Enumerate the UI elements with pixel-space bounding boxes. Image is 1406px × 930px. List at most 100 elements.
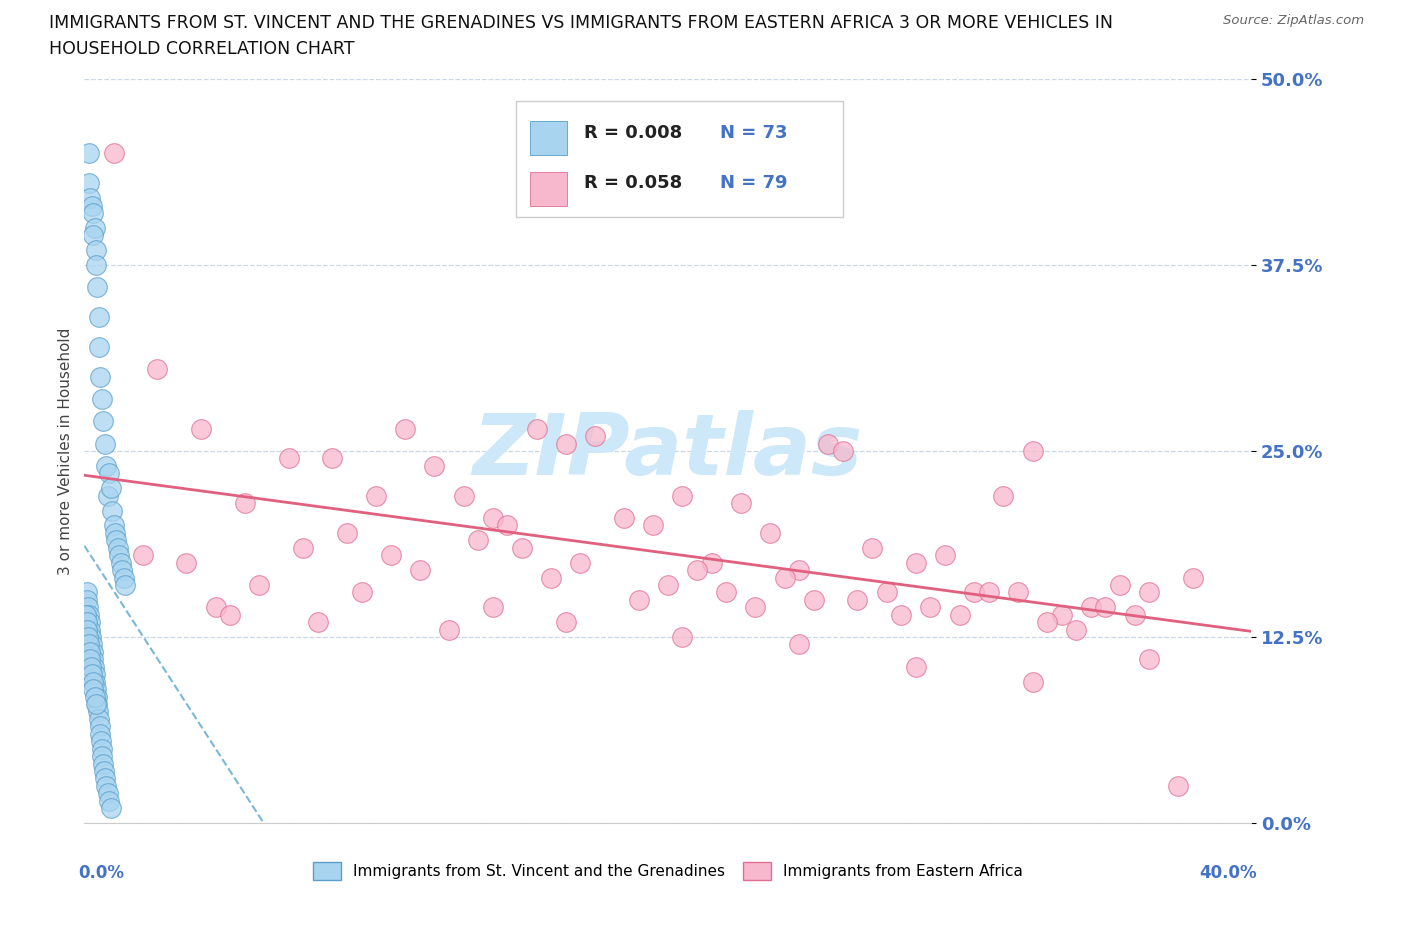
Point <box>86 689 108 704</box>
Text: 0.0%: 0.0% <box>79 864 125 882</box>
Point <box>204 600 226 615</box>
Point <box>613 511 636 525</box>
FancyBboxPatch shape <box>530 172 568 206</box>
Y-axis label: 3 or more Vehicles in Household: 3 or more Vehicles in Household <box>58 327 73 575</box>
Point <box>700 555 723 570</box>
Point <box>773 570 796 585</box>
Point <box>96 458 118 473</box>
Point <box>84 697 107 711</box>
Point <box>76 592 98 607</box>
Point <box>336 525 359 540</box>
Point <box>554 615 576 630</box>
Point <box>1109 578 1132 592</box>
Point <box>583 429 606 444</box>
Point <box>79 615 101 630</box>
Point <box>83 220 105 235</box>
Point <box>860 540 883 555</box>
Point <box>233 496 256 511</box>
Point <box>97 786 120 801</box>
Point <box>114 578 136 592</box>
Point <box>82 206 104 220</box>
Point <box>627 592 650 607</box>
Point <box>80 630 103 644</box>
Point <box>84 258 107 272</box>
Point <box>249 578 271 592</box>
Point <box>716 585 738 600</box>
Point <box>453 488 475 503</box>
Text: IMMIGRANTS FROM ST. VINCENT AND THE GRENADINES VS IMMIGRANTS FROM EASTERN AFRICA: IMMIGRANTS FROM ST. VINCENT AND THE GREN… <box>49 14 1114 32</box>
Text: HOUSEHOLD CORRELATION CHART: HOUSEHOLD CORRELATION CHART <box>49 40 354 58</box>
Point <box>79 652 101 667</box>
Point <box>643 518 665 533</box>
Point <box>100 801 122 816</box>
Point <box>1050 607 1073 622</box>
Point <box>510 540 533 555</box>
FancyBboxPatch shape <box>530 122 568 155</box>
Point <box>657 578 679 592</box>
Point <box>76 615 98 630</box>
Text: 40.0%: 40.0% <box>1199 864 1257 882</box>
Point <box>1021 444 1043 458</box>
Point <box>87 704 110 719</box>
Point <box>79 622 101 637</box>
Point <box>934 548 956 563</box>
Point <box>80 667 103 682</box>
Point <box>77 146 100 161</box>
Point <box>876 585 898 600</box>
Point <box>963 585 986 600</box>
Point <box>307 615 329 630</box>
FancyBboxPatch shape <box>516 101 844 217</box>
Point <box>112 570 135 585</box>
Point <box>190 421 212 436</box>
Point <box>949 607 972 622</box>
Point <box>84 243 107 258</box>
Point <box>90 741 112 756</box>
Point <box>394 421 416 436</box>
Point <box>671 630 693 644</box>
Point <box>89 369 111 384</box>
Legend: Immigrants from St. Vincent and the Grenadines, Immigrants from Eastern Africa: Immigrants from St. Vincent and the Gren… <box>307 857 1029 886</box>
Point <box>94 771 117 786</box>
Point <box>977 585 1000 600</box>
Point <box>832 444 855 458</box>
Point <box>1094 600 1116 615</box>
Point <box>671 488 693 503</box>
Point <box>75 607 97 622</box>
Point <box>101 503 124 518</box>
Point <box>1036 615 1059 630</box>
Point <box>93 764 115 778</box>
Point <box>787 637 810 652</box>
Point <box>1007 585 1029 600</box>
Point <box>84 682 107 697</box>
Point <box>366 488 388 503</box>
Point <box>77 176 100 191</box>
Point <box>83 659 105 674</box>
Point <box>96 778 118 793</box>
Point <box>86 697 108 711</box>
Point <box>87 711 110 726</box>
Point <box>904 555 927 570</box>
Point <box>1182 570 1205 585</box>
Point <box>993 488 1015 503</box>
Point <box>496 518 519 533</box>
Point <box>105 533 128 548</box>
Point <box>82 674 104 689</box>
Point <box>79 644 101 659</box>
Point <box>80 198 103 213</box>
Point <box>110 555 132 570</box>
Point <box>80 659 103 674</box>
Point <box>1066 622 1088 637</box>
Point <box>482 600 505 615</box>
Point <box>87 310 110 325</box>
Point <box>176 555 198 570</box>
Text: N = 73: N = 73 <box>720 124 787 141</box>
Point <box>890 607 912 622</box>
Point <box>787 563 810 578</box>
Point <box>108 548 131 563</box>
Point <box>98 466 121 481</box>
Point <box>423 458 446 473</box>
Point <box>100 481 122 496</box>
Text: Source: ZipAtlas.com: Source: ZipAtlas.com <box>1223 14 1364 27</box>
Point <box>82 682 104 697</box>
Point <box>84 674 107 689</box>
